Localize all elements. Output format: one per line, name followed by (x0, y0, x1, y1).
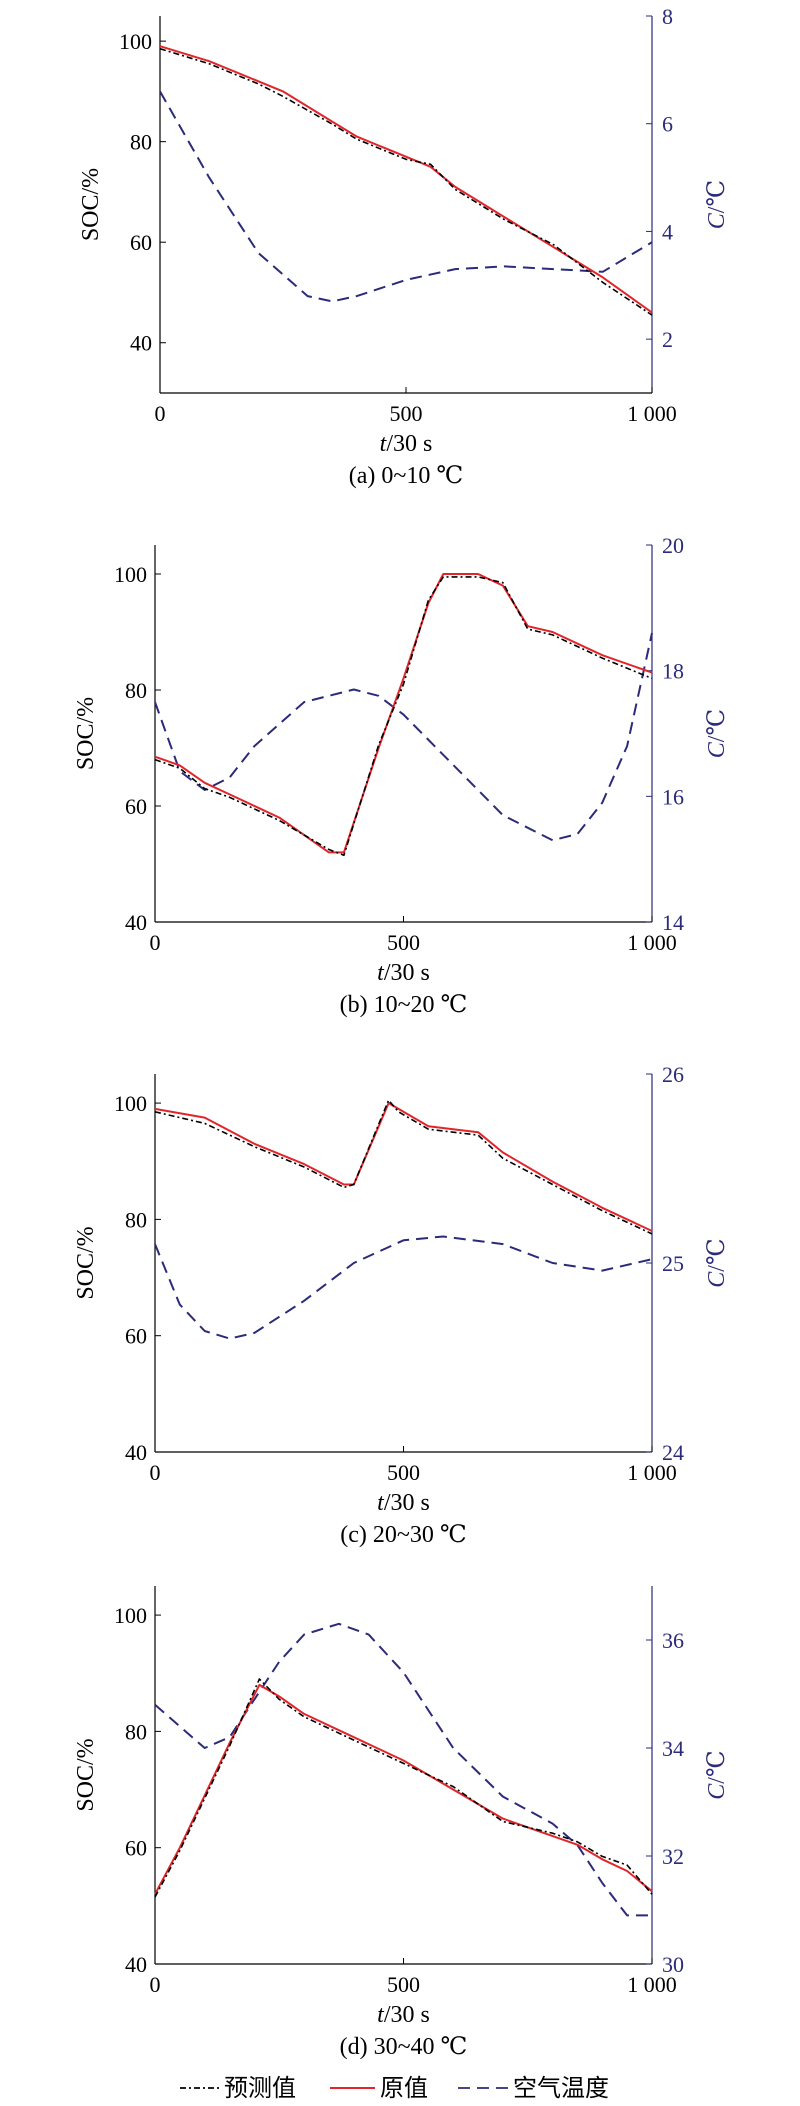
left-axis-label-a: SOC/% (78, 168, 104, 241)
legend: 预测值 原值 空气温度 (180, 2075, 609, 2102)
x-tick-label-d: 500 (387, 1972, 420, 1997)
left-tick-label-c: 100 (114, 1091, 147, 1116)
series-original-c (154, 1102, 653, 1232)
right-tick-label-b: 18 (662, 659, 684, 684)
right-tick-label-a: 6 (662, 112, 673, 137)
right-tick-label-d: 32 (662, 1844, 684, 1869)
series-predicted-b (154, 576, 653, 857)
series-original-b (154, 573, 653, 854)
left-tick-label-a: 40 (130, 331, 152, 356)
right-tick-label-c: 25 (662, 1251, 684, 1276)
legend-label-original: 原值 (380, 2075, 428, 2102)
left-tick-label-c: 60 (125, 1324, 147, 1349)
right-tick-label-d: 36 (662, 1628, 684, 1653)
series-predicted-d (154, 1678, 653, 1898)
x-axis-label-d: t/30 s (377, 2002, 430, 2028)
series-original-a (159, 45, 653, 314)
panel-caption-c: (c) 20~30 ℃ (340, 1522, 466, 1548)
panel-caption-a: (a) 0~10 ℃ (349, 463, 463, 489)
series-predicted-a (159, 47, 653, 316)
x-tick-label-b: 0 (150, 930, 161, 955)
right-axis-label-c: C/℃ (704, 1238, 730, 1288)
legend-label-predicted: 预测值 (224, 2075, 296, 2102)
x-tick-label-a: 0 (155, 401, 166, 426)
left-tick-label-d: 100 (114, 1603, 147, 1628)
series-air-temperature-a (159, 90, 653, 303)
left-tick-label-b: 60 (125, 794, 147, 819)
left-axis-label-b: SOC/% (73, 697, 99, 770)
left-tick-label-c: 40 (125, 1440, 147, 1465)
left-tick-label-d: 60 (125, 1836, 147, 1861)
x-tick-label-d: 0 (150, 1972, 161, 1997)
legend-label-air-temperature: 空气温度 (513, 2075, 609, 2102)
right-tick-label-b: 20 (662, 533, 684, 558)
series-predicted-c (154, 1099, 653, 1235)
left-tick-label-a: 100 (119, 29, 152, 54)
panel-caption-d: (d) 30~40 ℃ (340, 2034, 468, 2060)
panel-b: 40 60 80 100 14 16 18 20 0 500 1 000 t/30 s SOC/% C/℃… (73, 533, 730, 1018)
x-tick-label-c: 1 000 (627, 1460, 677, 1485)
panel-c: 40 60 80 100 24 25 26 0 500 1 000 t/30 s SOC/% C/℃ (c… (73, 1062, 730, 1548)
right-tick-label-c: 24 (662, 1440, 684, 1465)
series-air-temperature-d (154, 1622, 652, 1917)
x-tick-label-b: 1 000 (627, 930, 677, 955)
x-tick-label-d: 1 000 (627, 1972, 677, 1997)
right-tick-label-b: 14 (662, 910, 684, 935)
left-tick-label-b: 80 (125, 678, 147, 703)
left-tick-label-d: 80 (125, 1719, 147, 1744)
left-tick-label-b: 100 (114, 562, 147, 587)
left-tick-label-b: 40 (125, 910, 147, 935)
x-tick-label-c: 500 (387, 1460, 420, 1485)
right-tick-label-a: 2 (662, 327, 673, 352)
left-axis-label-c: SOC/% (73, 1226, 99, 1299)
right-tick-label-a: 4 (662, 219, 673, 244)
x-tick-label-a: 500 (390, 401, 423, 426)
left-tick-label-c: 80 (125, 1207, 147, 1232)
series-air-temperature-b (154, 632, 653, 842)
right-tick-label-d: 30 (662, 1952, 684, 1977)
right-axis-label-b: C/℃ (704, 709, 730, 759)
left-tick-label-d: 40 (125, 1952, 147, 1977)
panel-d: 40 60 80 100 30 32 34 36 0 500 1 000 t/30 s SOC/% C/℃… (73, 1586, 730, 2060)
x-axis-label-a: t/30 s (380, 431, 433, 457)
right-tick-label-d: 34 (662, 1736, 684, 1761)
panel-caption-b: (b) 10~20 ℃ (340, 992, 468, 1018)
right-tick-label-a: 8 (662, 4, 673, 29)
right-tick-label-b: 16 (662, 784, 684, 809)
left-axis-label-d: SOC/% (73, 1738, 99, 1811)
x-tick-label-b: 500 (387, 930, 420, 955)
right-tick-label-c: 26 (662, 1062, 684, 1087)
x-tick-label-a: 1 000 (627, 401, 677, 426)
right-axis-label-d: C/℃ (704, 1750, 730, 1800)
right-axis-label-a: C/℃ (704, 180, 730, 230)
x-axis-label-b: t/30 s (377, 960, 430, 986)
series-original-d (154, 1683, 653, 1895)
x-tick-label-c: 0 (150, 1460, 161, 1485)
x-axis-label-c: t/30 s (377, 1490, 430, 1516)
left-tick-label-a: 80 (130, 130, 152, 155)
series-air-temperature-c (154, 1235, 653, 1340)
left-tick-label-a: 60 (130, 230, 152, 255)
